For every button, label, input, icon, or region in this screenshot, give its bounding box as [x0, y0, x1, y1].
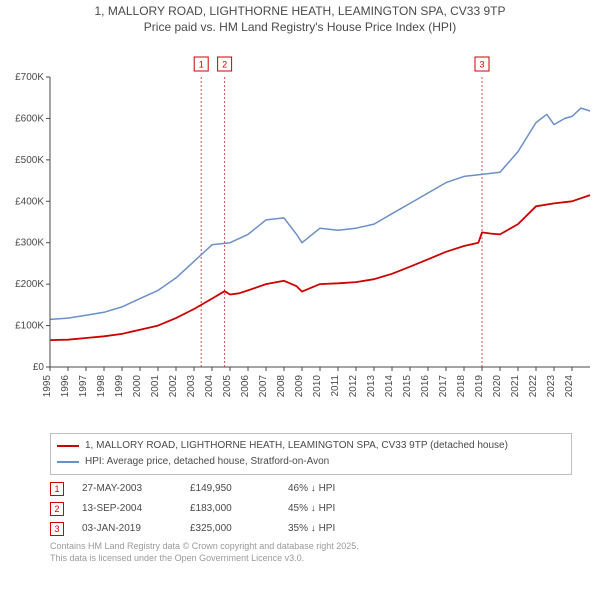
svg-text:1998: 1998: [96, 375, 107, 398]
marker-price: £149,950: [190, 479, 270, 499]
svg-text:2024: 2024: [564, 375, 575, 398]
marker-date: 13-SEP-2004: [82, 499, 172, 519]
svg-text:2018: 2018: [456, 375, 467, 398]
svg-text:2016: 2016: [420, 375, 431, 398]
chart-title-line1: 1, MALLORY ROAD, LIGHTHORNE HEATH, LEAMI…: [10, 4, 590, 20]
svg-text:1999: 1999: [114, 375, 125, 398]
svg-text:2003: 2003: [186, 375, 197, 398]
svg-text:2000: 2000: [132, 375, 143, 398]
svg-text:3: 3: [479, 60, 484, 70]
svg-text:2012: 2012: [348, 375, 359, 398]
marker-number-box: 3: [50, 522, 64, 536]
svg-text:2023: 2023: [546, 375, 557, 398]
line-chart: £0 £100K £200K £300K £400K £500K £600K £700K 199…: [0, 37, 600, 427]
svg-text:2011: 2011: [330, 375, 341, 397]
chart-legend: 1, MALLORY ROAD, LIGHTHORNE HEATH, LEAMI…: [50, 433, 572, 475]
svg-text:2014: 2014: [384, 375, 395, 398]
svg-text:2005: 2005: [222, 375, 233, 398]
marker-pct: 45% ↓ HPI: [288, 499, 378, 519]
svg-text:2013: 2013: [366, 375, 377, 398]
svg-text:£0: £0: [33, 362, 45, 373]
legend-swatch-price-paid: [57, 445, 79, 447]
legend-swatch-hpi: [57, 461, 79, 463]
svg-text:2002: 2002: [168, 375, 179, 398]
chart-container: £0 £100K £200K £300K £400K £500K £600K £700K 199…: [0, 37, 600, 427]
svg-text:£300K: £300K: [15, 238, 44, 249]
svg-text:£500K: £500K: [15, 155, 44, 166]
svg-text:2001: 2001: [150, 375, 161, 398]
attribution-line1: Contains HM Land Registry data © Crown c…: [50, 541, 572, 553]
svg-text:£200K: £200K: [15, 279, 44, 290]
svg-text:£400K: £400K: [15, 196, 44, 207]
svg-text:1: 1: [199, 60, 204, 70]
marker-number-box: 2: [50, 502, 64, 516]
marker-number-box: 1: [50, 482, 64, 496]
legend-label-price-paid: 1, MALLORY ROAD, LIGHTHORNE HEATH, LEAMI…: [85, 438, 508, 454]
legend-item-hpi: HPI: Average price, detached house, Stra…: [57, 454, 565, 470]
svg-text:2010: 2010: [312, 375, 323, 398]
svg-text:2015: 2015: [402, 375, 413, 398]
svg-text:£100K: £100K: [15, 321, 44, 332]
marker-price: £183,000: [190, 499, 270, 519]
chart-title-block: 1, MALLORY ROAD, LIGHTHORNE HEATH, LEAMI…: [0, 0, 600, 37]
svg-text:2017: 2017: [438, 375, 449, 398]
markers-table: 1 27-MAY-2003 £149,950 46% ↓ HPI 2 13-SE…: [50, 479, 572, 539]
legend-label-hpi: HPI: Average price, detached house, Stra…: [85, 454, 329, 470]
svg-text:2006: 2006: [240, 375, 251, 398]
svg-text:2020: 2020: [492, 375, 503, 398]
marker-row: 1 27-MAY-2003 £149,950 46% ↓ HPI: [50, 479, 572, 499]
attribution-line2: This data is licensed under the Open Gov…: [50, 553, 572, 565]
marker-pct: 35% ↓ HPI: [288, 519, 378, 539]
legend-item-price-paid: 1, MALLORY ROAD, LIGHTHORNE HEATH, LEAMI…: [57, 438, 565, 454]
svg-text:2019: 2019: [474, 375, 485, 398]
svg-text:2004: 2004: [204, 375, 215, 398]
svg-text:1997: 1997: [78, 375, 89, 398]
svg-text:£700K: £700K: [15, 72, 44, 83]
marker-row: 2 13-SEP-2004 £183,000 45% ↓ HPI: [50, 499, 572, 519]
marker-price: £325,000: [190, 519, 270, 539]
svg-text:2: 2: [222, 60, 227, 70]
marker-date: 27-MAY-2003: [82, 479, 172, 499]
svg-text:1996: 1996: [60, 375, 71, 398]
svg-text:2007: 2007: [258, 375, 269, 398]
svg-text:2008: 2008: [276, 375, 287, 398]
marker-pct: 46% ↓ HPI: [288, 479, 378, 499]
svg-text:1995: 1995: [42, 375, 53, 398]
svg-text:£600K: £600K: [15, 114, 44, 125]
attribution-text: Contains HM Land Registry data © Crown c…: [50, 541, 572, 564]
marker-row: 3 03-JAN-2019 £325,000 35% ↓ HPI: [50, 519, 572, 539]
svg-text:2021: 2021: [510, 375, 521, 398]
svg-text:2022: 2022: [528, 375, 539, 398]
svg-text:2009: 2009: [294, 375, 305, 398]
marker-date: 03-JAN-2019: [82, 519, 172, 539]
chart-title-line2: Price paid vs. HM Land Registry's House …: [10, 20, 590, 36]
